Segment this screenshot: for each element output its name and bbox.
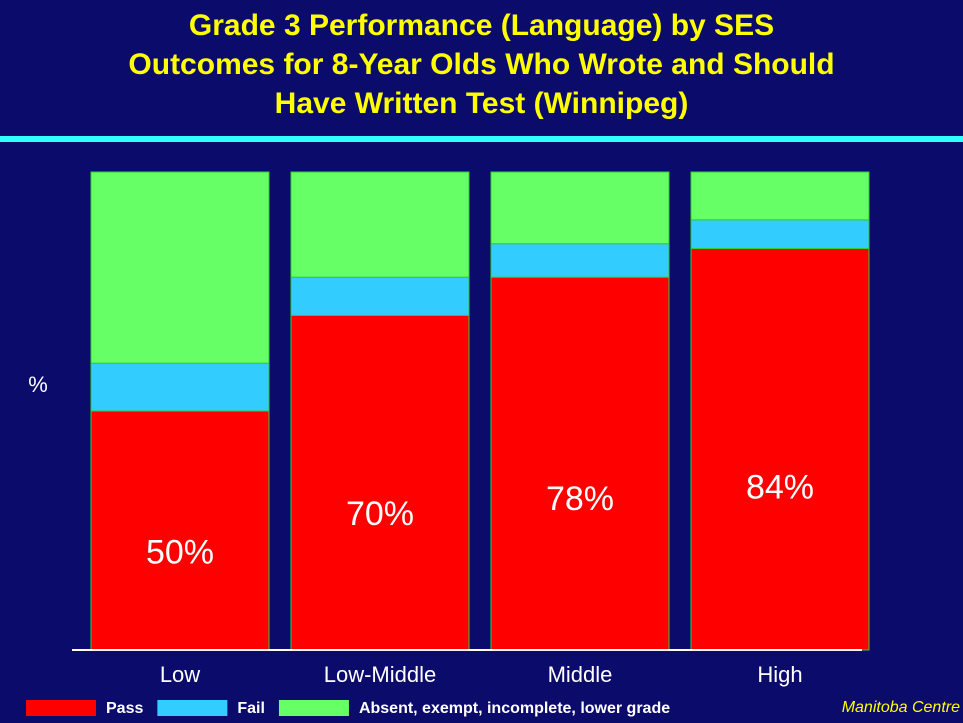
bar-segment [490,276,670,651]
data-label: 70% [346,495,414,533]
data-label: 50% [146,533,214,571]
legend-label: Absent, exempt, incomplete, lower grade [359,700,670,717]
x-tick-label: Middle [548,662,613,687]
x-tick-label: Low-Middle [324,662,437,687]
legend-swatch [26,700,96,716]
legend-swatch [278,700,349,716]
y-axis-label: % [28,372,48,397]
bar-segment [690,219,870,249]
legend-swatch [157,700,228,716]
title-rule [0,136,963,142]
bar-segment [90,362,270,412]
chart-title: Grade 3 Performance (Language) by SES Ou… [128,9,835,120]
source: Manitoba Centre [842,699,960,716]
bar-segment [690,171,870,221]
bar-segment [490,171,670,245]
legend-label: Pass [106,700,143,717]
data-label: 84% [746,468,814,506]
x-tick-label: Low [160,662,200,687]
legend-label: Fail [237,700,265,717]
data-label: 78% [546,480,614,518]
bar-segment [490,243,670,278]
x-tick-label: High [757,662,802,687]
bar-segment [90,171,270,364]
bar-segment [290,171,470,278]
bar-segment [690,247,870,651]
bar-segment [290,276,470,316]
bar-segment [90,410,270,651]
bar-segment [290,314,470,651]
